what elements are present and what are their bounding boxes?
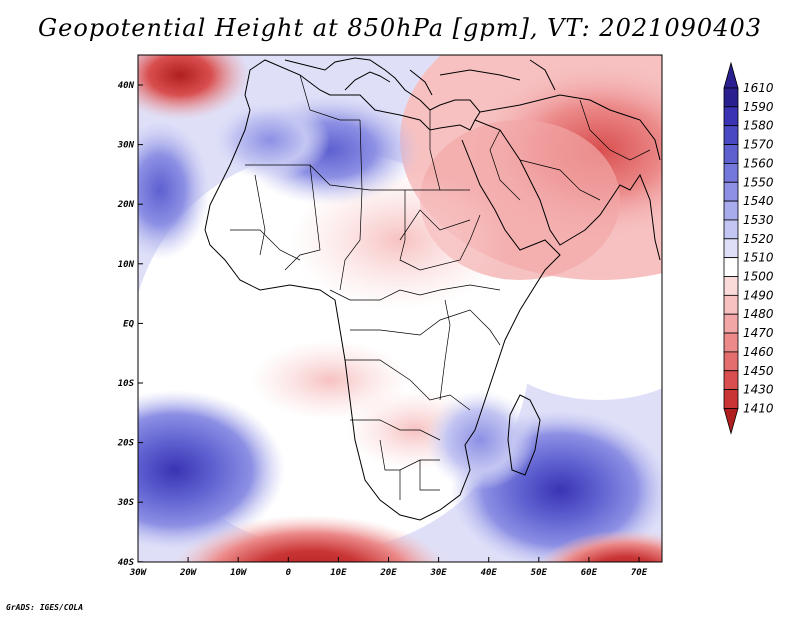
colorbar-swatch (723, 370, 739, 391)
lon-tick-label: 50E (531, 568, 548, 578)
lon-tick-label: 20E (379, 568, 397, 578)
colorbar-swatch (723, 219, 739, 240)
colorbar-label: 1570 (743, 138, 774, 152)
colorbar-label: 1610 (743, 81, 774, 95)
lat-tick-label: 40S (118, 558, 135, 568)
lon-tick-label: 60E (581, 568, 598, 578)
country-borders (230, 74, 651, 500)
colorbar-swatch (723, 181, 739, 202)
colorbar-swatch (723, 351, 739, 372)
lat-tick-label: 20S (117, 439, 135, 449)
lat-tick-label: 10N (118, 260, 135, 270)
latitude-axis: 40N 30N 20N 10N EQ 10S 20S 30S 40S (117, 81, 143, 568)
colorbar: 1610 1590 1580 1570 1560 1550 1540 1530 1520 1510… (723, 61, 774, 435)
colorbar-top-arrow (723, 61, 739, 89)
colorbar-swatch (723, 389, 739, 409)
lon-tick-label: 30E (429, 568, 447, 578)
colorbar-label: 1590 (743, 100, 774, 114)
grads-credit: GrADS: IGES/COLA (6, 603, 84, 612)
colorbar-swatch (723, 313, 739, 334)
lon-tick-label: 30W (129, 568, 148, 578)
colorbar-label: 1410 (743, 401, 774, 415)
colorbar-label: 1480 (743, 307, 774, 321)
lat-tick-label: EQ (123, 319, 134, 329)
colorbar-label: 1540 (743, 194, 774, 208)
colorbar-label: 1560 (743, 156, 774, 170)
colorbar-label: 1450 (743, 364, 774, 378)
colorbar-swatch (723, 144, 739, 164)
colorbar-swatch (723, 332, 739, 353)
colorbar-label: 1520 (743, 232, 774, 246)
colorbar-swatch (723, 294, 739, 315)
lon-tick-label: 0 (286, 568, 292, 578)
colorbar-label: 1460 (743, 345, 774, 359)
colorbar-swatch (723, 257, 739, 277)
colorbar-label: 1580 (743, 119, 774, 133)
colorbar-swatch (723, 200, 739, 221)
lon-tick-label: 10E (330, 568, 347, 578)
lat-tick-label: 30S (117, 498, 135, 508)
lat-tick-label: 10S (118, 379, 135, 389)
height-field (138, 55, 662, 562)
colorbar-label: 1500 (743, 270, 774, 284)
map-title: Geopotential Height at 850hPa [gpm], VT:… (38, 14, 762, 42)
lon-tick-label: 70E (631, 568, 648, 578)
colorbar-swatch (723, 106, 739, 127)
coastlines (204, 57, 661, 521)
lon-tick-label: 40E (481, 568, 498, 578)
colorbar-label: 1490 (743, 288, 774, 302)
lat-tick-label: 20N (117, 200, 135, 210)
lon-tick-label: 10W (230, 568, 248, 578)
colorbar-label: 1530 (743, 213, 774, 227)
lat-tick-label: 40N (118, 81, 135, 91)
colorbar-label: 1510 (743, 251, 774, 265)
plot-frame (137, 54, 663, 563)
colorbar-label: 1430 (743, 383, 774, 397)
colorbar-label: 1470 (743, 326, 774, 340)
lat-tick-label: 30N (117, 141, 135, 151)
lon-tick-label: 20W (179, 568, 198, 578)
colorbar-swatch (723, 125, 739, 145)
colorbar-swatch (723, 162, 739, 183)
longitude-axis: 30W 20W 10W 0 10E 20E 30E 40E 50E 60E 70E (129, 557, 648, 578)
colorbar-bottom-arrow (723, 408, 739, 435)
colorbar-swatch (723, 87, 739, 108)
colorbar-label: 1550 (743, 175, 774, 189)
colorbar-swatch (723, 276, 739, 296)
colorbar-swatch (723, 238, 739, 259)
